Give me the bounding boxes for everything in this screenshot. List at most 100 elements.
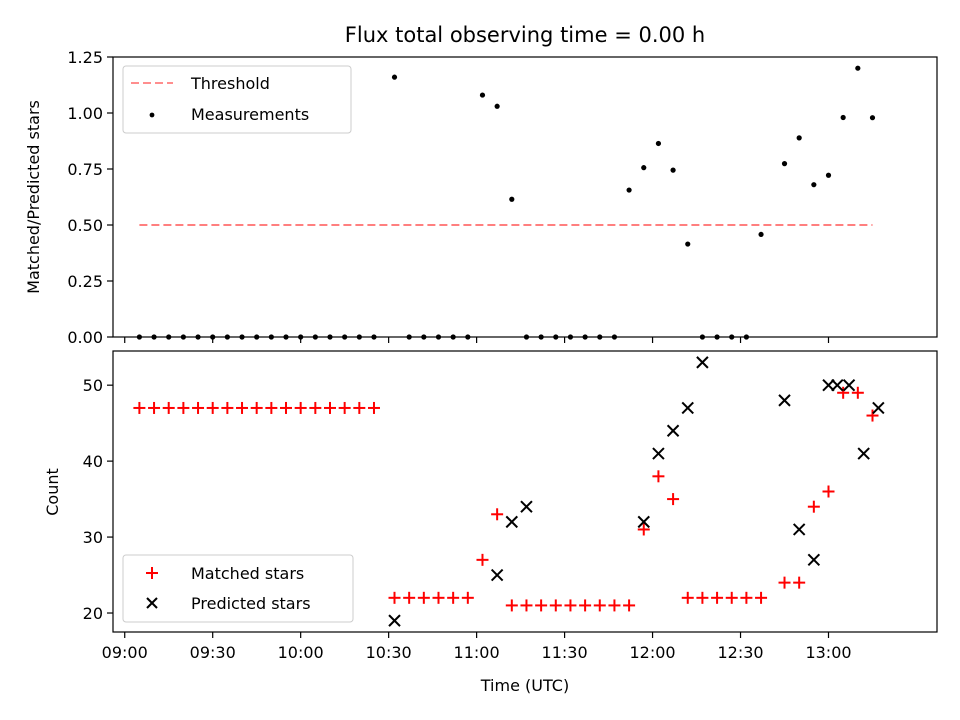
measurement-point bbox=[699, 334, 706, 340]
matched-star-marker bbox=[667, 493, 680, 506]
matched-star-marker bbox=[491, 508, 504, 521]
measurement-point bbox=[450, 334, 456, 340]
measurement-point bbox=[166, 334, 172, 340]
measurement-point bbox=[342, 334, 348, 340]
matched-star-marker bbox=[623, 599, 636, 612]
matched-star-marker bbox=[725, 591, 738, 604]
top-y-tick-label: 0.25 bbox=[67, 272, 103, 291]
measurement-point bbox=[840, 114, 846, 121]
matched-star-marker bbox=[280, 401, 293, 414]
measurement-point bbox=[421, 334, 427, 340]
predicted-star-marker bbox=[637, 515, 650, 529]
bottom-legend-box bbox=[122, 554, 354, 623]
measurement-point bbox=[523, 334, 530, 340]
measurement-point bbox=[268, 334, 274, 340]
measurement-point bbox=[781, 161, 788, 167]
measurement-point bbox=[406, 334, 412, 340]
predicted-star-marker bbox=[872, 401, 885, 415]
measurement-point bbox=[371, 334, 377, 340]
measurement-point bbox=[597, 334, 603, 340]
matched-star-marker bbox=[681, 591, 694, 604]
matched-star-marker bbox=[294, 401, 307, 414]
measurement-point bbox=[538, 334, 544, 340]
measurement-point bbox=[743, 334, 749, 340]
matched-star-marker bbox=[505, 599, 518, 612]
predicted-star-marker bbox=[807, 553, 821, 567]
measurement-point bbox=[626, 187, 632, 193]
measurement-point bbox=[611, 334, 618, 340]
chart-title: Flux total observing time = 0.00 h bbox=[345, 23, 705, 47]
measurement-point bbox=[714, 334, 720, 340]
matched-star-marker bbox=[822, 485, 835, 498]
bottom-y-axis-label: Count bbox=[43, 468, 62, 516]
measurement-point bbox=[582, 334, 588, 340]
top-y-tick-label: 1.00 bbox=[67, 104, 103, 123]
bottom-y-tick-label: 40 bbox=[83, 452, 103, 471]
measurement-point bbox=[327, 334, 333, 340]
matched-star-marker bbox=[338, 401, 351, 414]
bottom-x-axis: 09:00 09:30 10:00 10:30 11:00 11:30 12:00 12:30… bbox=[102, 632, 852, 662]
bottom-y-tick-label: 20 bbox=[83, 604, 103, 623]
measurement-points bbox=[136, 65, 876, 340]
measurement-point bbox=[356, 334, 362, 340]
top-y-tick-label: 1.25 bbox=[67, 48, 103, 67]
matched-star-marker bbox=[476, 553, 489, 566]
measurement-point bbox=[210, 334, 216, 340]
measurement-point bbox=[729, 334, 735, 340]
x-axis-label: Time (UTC) bbox=[480, 676, 569, 695]
measurement-point bbox=[655, 140, 662, 147]
bottom-x-tick-label: 09:00 bbox=[102, 643, 148, 662]
measurement-point bbox=[567, 334, 574, 340]
matched-star-marker bbox=[851, 386, 864, 399]
measurement-point bbox=[136, 334, 142, 340]
bottom-x-tick-label: 11:00 bbox=[454, 643, 500, 662]
matched-star-marker bbox=[250, 401, 263, 414]
measurement-point bbox=[869, 115, 876, 121]
matched-star-marker bbox=[447, 591, 460, 604]
measurement-point bbox=[180, 334, 186, 340]
measurement-point bbox=[195, 334, 201, 340]
matched-star-marker bbox=[162, 401, 175, 414]
matched-star-marker bbox=[177, 401, 190, 414]
matched-star-marker bbox=[866, 409, 879, 422]
measurement-point bbox=[825, 172, 832, 178]
predicted-stars-points bbox=[388, 356, 885, 627]
matched-star-marker bbox=[807, 500, 820, 513]
matched-star-marker bbox=[353, 401, 366, 414]
matched-star-marker bbox=[593, 599, 606, 612]
measurement-point bbox=[641, 165, 647, 171]
matched-star-marker bbox=[403, 591, 416, 604]
measurement-point bbox=[239, 334, 245, 340]
top-y-axis-label: Matched/Predicted stars bbox=[24, 100, 43, 294]
matched-star-marker bbox=[221, 401, 234, 414]
matched-star-marker bbox=[206, 401, 219, 414]
measurement-point bbox=[298, 334, 304, 340]
count-panel: 20 30 40 50 09:00 09:30 10:00 10:30 11:00 11:30 1… bbox=[43, 350, 938, 695]
bottom-plot-frame bbox=[112, 350, 938, 633]
bottom-y-axis: 20 30 40 50 bbox=[83, 376, 113, 623]
bottom-y-tick-label: 50 bbox=[83, 376, 103, 395]
matched-star-marker bbox=[637, 523, 650, 536]
top-legend: Threshold Measurements bbox=[122, 65, 352, 134]
measurements-legend-label: Measurements bbox=[191, 105, 309, 124]
measurement-point bbox=[151, 334, 157, 340]
matched-star-marker bbox=[793, 576, 806, 589]
measurement-point bbox=[283, 334, 289, 340]
matched-star-marker bbox=[564, 599, 577, 612]
predicted-stars-legend-label: Predicted stars bbox=[191, 594, 311, 613]
matched-star-marker bbox=[652, 470, 665, 483]
measurement-point bbox=[254, 334, 260, 340]
measurement-point bbox=[670, 167, 676, 173]
matched-star-marker bbox=[417, 591, 430, 604]
matched-star-marker bbox=[837, 386, 850, 399]
matched-star-marker bbox=[711, 591, 724, 604]
matched-star-marker bbox=[535, 599, 548, 612]
predicted-star-marker bbox=[778, 394, 791, 407]
predicted-star-marker bbox=[681, 401, 694, 415]
predicted-stars-legend-swatch bbox=[146, 597, 158, 609]
bottom-x-tick-label: 13:00 bbox=[805, 643, 851, 662]
top-y-tick-label: 0.75 bbox=[67, 160, 103, 179]
top-legend-box bbox=[122, 65, 352, 134]
measurement-point bbox=[465, 334, 471, 340]
